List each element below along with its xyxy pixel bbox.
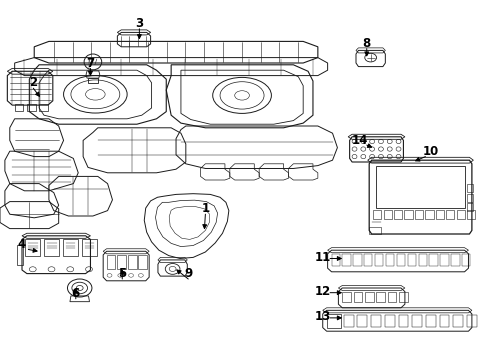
Bar [331,254,339,266]
Bar [411,315,421,327]
Text: 10: 10 [421,145,438,158]
Bar [439,254,447,266]
Bar [466,210,474,219]
Bar [374,254,383,266]
Bar [364,254,372,266]
Bar [428,254,437,266]
Bar [425,315,435,327]
Text: 12: 12 [314,285,330,298]
Bar [138,255,146,269]
Bar [385,254,393,266]
Bar [439,315,448,327]
Bar [343,315,353,327]
Text: 9: 9 [184,267,192,280]
Text: 7: 7 [86,57,94,69]
Text: 2: 2 [29,76,37,89]
Bar [425,210,433,219]
Bar [364,292,373,302]
Bar [342,292,350,302]
Bar [82,239,97,256]
Bar [466,184,472,192]
Bar [370,315,380,327]
Bar [387,292,396,302]
Bar [396,254,404,266]
Bar [418,254,426,266]
Text: 1: 1 [201,202,209,215]
Bar [128,255,137,269]
Bar [466,315,476,327]
Bar [456,210,464,219]
Bar [414,210,422,219]
Bar [353,292,362,302]
Bar [63,239,78,256]
Bar [375,166,464,208]
Text: 13: 13 [314,310,330,323]
Bar [352,254,361,266]
Bar [450,254,459,266]
Bar [342,254,350,266]
Bar [117,255,126,269]
Bar [383,210,391,219]
Bar [407,254,415,266]
Bar [357,315,366,327]
Bar [106,255,115,269]
Bar [398,315,407,327]
Bar [326,314,341,328]
Text: 3: 3 [135,17,143,30]
Bar [445,210,453,219]
Bar [466,203,472,211]
Bar [376,292,385,302]
Bar [404,210,412,219]
Text: 6: 6 [72,287,80,300]
Bar [398,292,407,302]
Text: 11: 11 [314,251,330,264]
Bar [435,210,443,219]
Bar [25,239,40,256]
Bar [461,254,469,266]
Bar [384,315,394,327]
Bar [44,239,59,256]
Bar [466,194,472,202]
Text: 8: 8 [362,37,370,50]
Text: 4: 4 [18,238,26,251]
Text: 5: 5 [118,267,126,280]
Text: 14: 14 [350,134,367,147]
Bar [393,210,402,219]
Bar [372,210,381,219]
Bar [452,315,462,327]
